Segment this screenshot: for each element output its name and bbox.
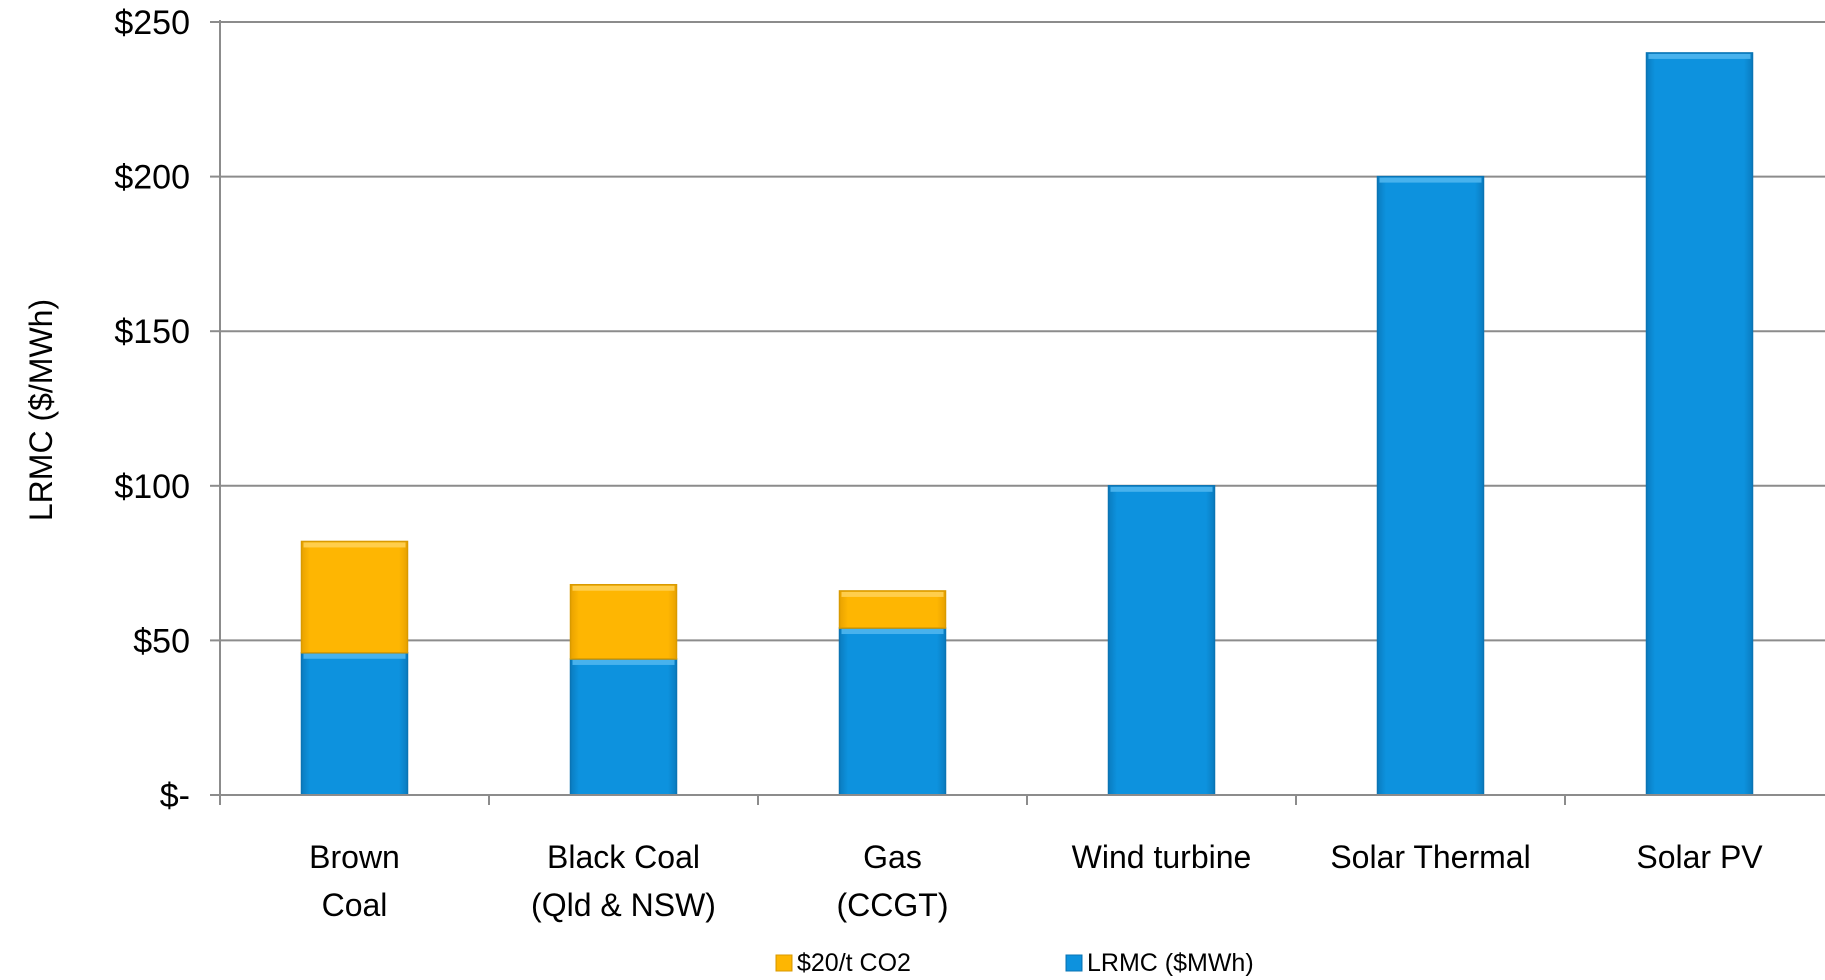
bar-lrmc-mwh-5 xyxy=(1645,52,1754,796)
legend-swatch xyxy=(1065,954,1083,972)
bar-bevel xyxy=(841,629,944,635)
bar-bevel xyxy=(303,542,406,548)
legend-label: LRMC ($MWh) xyxy=(1087,949,1254,977)
bar-lrmc-mwh-4 xyxy=(1376,175,1485,796)
bar-20-t-co2-0 xyxy=(300,540,409,654)
bar-20-t-co2-2 xyxy=(838,590,947,629)
x-category-label: Brown xyxy=(309,839,400,875)
bars xyxy=(300,52,1754,796)
x-category-label: (CCGT) xyxy=(837,887,949,923)
y-axis-title: LRMC ($/MWh) xyxy=(23,299,59,521)
x-category-label: (Qld & NSW) xyxy=(531,887,716,923)
axes xyxy=(210,20,1825,805)
bar-lrmc-mwh-2 xyxy=(838,627,947,796)
y-tick-label: $- xyxy=(160,777,190,815)
bar-bevel xyxy=(303,653,406,659)
axis-labels: $- $50 $100 $150 $200 $250 Brown Coal Black Coal… xyxy=(23,4,1763,923)
x-category-label: Solar Thermal xyxy=(1330,839,1530,875)
bar-lrmc-mwh-1 xyxy=(569,658,678,796)
bar-bevel xyxy=(841,591,944,597)
y-tick-label: $100 xyxy=(114,468,190,506)
y-tick-label: $150 xyxy=(114,313,190,351)
x-category-label: Solar PV xyxy=(1636,839,1763,875)
legend: $20/t CO2 LRMC ($MWh) xyxy=(775,949,1254,977)
bar-20-t-co2-1 xyxy=(569,583,678,660)
gridlines xyxy=(220,21,1825,642)
bar-bevel xyxy=(1110,486,1213,492)
bar-bevel xyxy=(572,585,675,591)
bar-bevel xyxy=(1648,53,1751,59)
bar-lrmc-mwh-0 xyxy=(300,652,409,796)
y-tick-label: $200 xyxy=(114,159,190,197)
x-category-label: Coal xyxy=(322,887,388,923)
y-tick-label: $50 xyxy=(133,622,190,660)
y-tick-label: $250 xyxy=(114,4,190,42)
bar-bevel xyxy=(1379,177,1482,183)
legend-swatch xyxy=(775,954,793,972)
bar-lrmc-mwh-3 xyxy=(1107,485,1216,796)
legend-label: $20/t CO2 xyxy=(797,949,911,977)
x-category-label: Black Coal xyxy=(547,839,700,875)
x-category-label: Wind turbine xyxy=(1072,839,1252,875)
x-category-label: Gas xyxy=(863,839,922,875)
bar-bevel xyxy=(572,659,675,665)
